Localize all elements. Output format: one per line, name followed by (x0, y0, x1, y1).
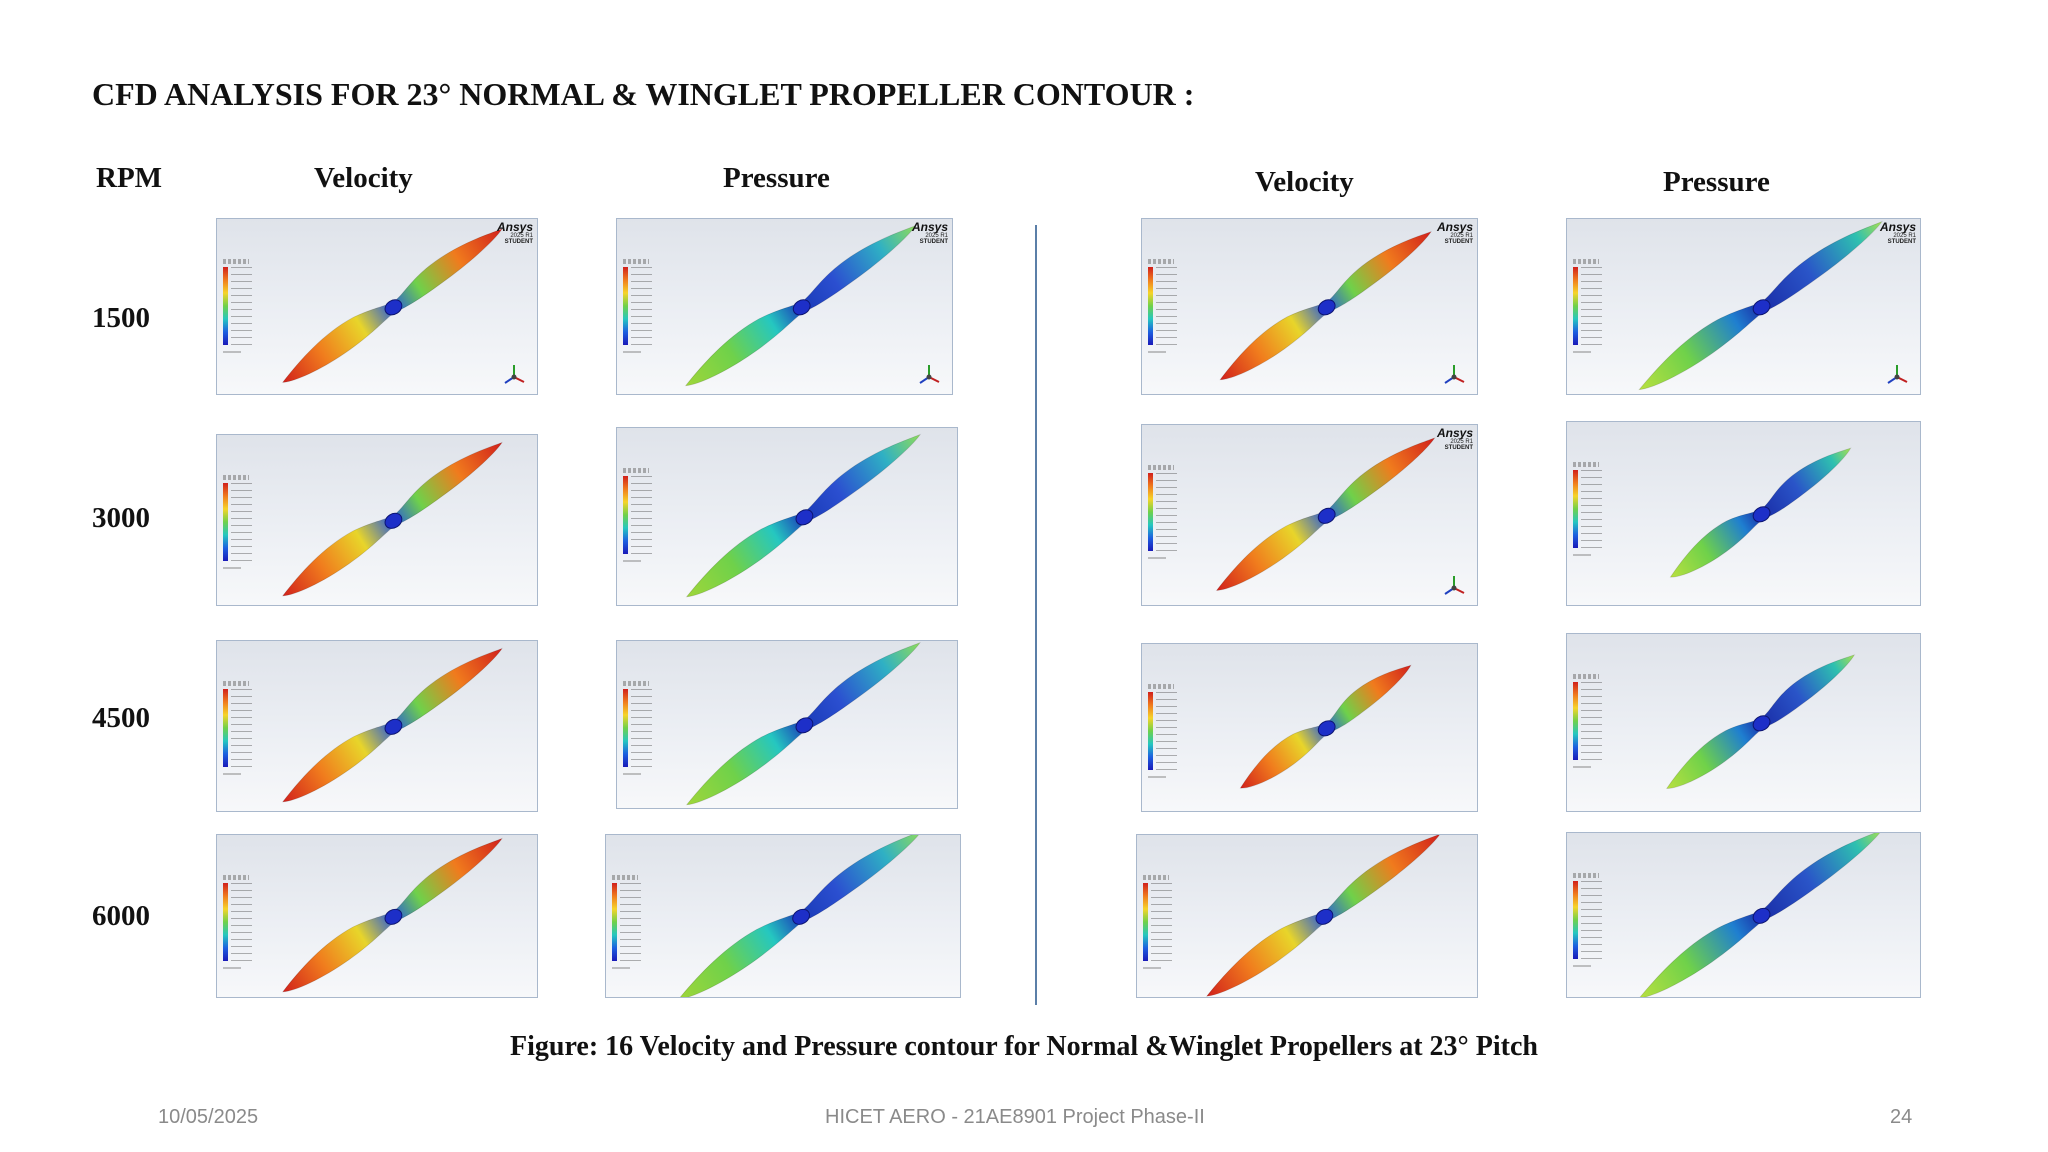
footer-page-number: 24 (1890, 1106, 1913, 1128)
ansys-edition: STUDENT (504, 239, 533, 245)
axis-triad-icon (1441, 362, 1467, 388)
propeller-blade-contour (281, 837, 504, 993)
axis-triad-icon (1441, 573, 1467, 599)
ansys-version: 2025 R1 (925, 233, 948, 239)
color-legend (223, 875, 267, 975)
footer-title: HICET AERO - 21AE8901 Project Phase-II (825, 1106, 1205, 1128)
footer-date: 10/05/2025 (158, 1106, 259, 1128)
ansys-logo: Ansys (1436, 426, 1473, 440)
normal-velocity-contour-4500 (216, 640, 538, 812)
normal-pressure-contour-6000 (605, 834, 961, 998)
ansys-badge: Ansys 2025 R1 STUDENT (497, 221, 533, 245)
ansys-version: 2025 R1 (510, 233, 533, 239)
ansys-edition: STUDENT (1887, 239, 1916, 245)
column-divider (1035, 225, 1037, 1005)
color-legend (223, 475, 267, 575)
ansys-badge: Ansys 2025 R1 STUDENT (912, 221, 948, 245)
color-legend (1148, 465, 1192, 565)
ansys-badge: Ansys 2025 R1 STUDENT (1437, 427, 1473, 451)
normal-pressure-contour-1500: Ansys 2025 R1 STUDENT (616, 218, 953, 395)
propeller-blade-contour (1669, 447, 1852, 578)
color-legend (1143, 875, 1187, 975)
propeller-blade-contour (1239, 664, 1412, 789)
rpm-label-6000: 6000 (92, 900, 150, 932)
ansys-version: 2025 R1 (1450, 233, 1473, 239)
color-legend (1573, 873, 1617, 973)
ansys-version: 2025 R1 (1893, 233, 1916, 239)
ansys-logo: Ansys (1436, 220, 1473, 234)
propeller-blade-contour (1215, 436, 1436, 591)
propeller-blade-contour (685, 433, 922, 598)
normal-pressure-contour-3000 (616, 427, 958, 606)
axis-triad-icon (916, 362, 942, 388)
color-legend (1573, 462, 1617, 562)
color-legend (612, 875, 656, 975)
normal-velocity-contour-6000 (216, 834, 538, 998)
color-legend (1573, 674, 1617, 774)
ansys-logo: Ansys (911, 220, 948, 234)
normal-velocity-contour-1500: Ansys 2025 R1 STUDENT (216, 218, 538, 395)
propeller-blade-contour (281, 441, 504, 597)
ansys-edition: STUDENT (1444, 445, 1473, 451)
color-legend (623, 259, 667, 359)
propeller-blade-contour (1638, 220, 1884, 391)
color-legend (623, 468, 667, 568)
winglet-pressure-contour-4500 (1566, 633, 1921, 812)
propeller-blade-contour (677, 835, 923, 997)
ansys-logo: Ansys (496, 220, 533, 234)
propeller-blade-contour (1205, 835, 1442, 997)
axis-triad-icon (1884, 362, 1910, 388)
color-legend (623, 681, 667, 781)
color-legend (223, 681, 267, 781)
ansys-badge: Ansys 2025 R1 STUDENT (1437, 221, 1473, 245)
normal-velocity-contour-3000 (216, 434, 538, 606)
axis-triad-icon (501, 362, 527, 388)
winglet-pressure-contour-1500: Ansys 2025 R1 STUDENT (1566, 218, 1921, 395)
color-legend (1148, 684, 1192, 784)
color-legend (1573, 259, 1617, 359)
propeller-blade-contour (684, 224, 917, 387)
winglet-velocity-contour-1500: Ansys 2025 R1 STUDENT (1141, 218, 1478, 395)
color-legend (1148, 259, 1192, 359)
ansys-version: 2025 R1 (1450, 439, 1473, 445)
propeller-blade-contour (1665, 654, 1856, 789)
propeller-blade-contour (281, 647, 504, 803)
slide-title: CFD ANALYSIS FOR 23° NORMAL & WINGLET PR… (92, 76, 1195, 112)
ansys-edition: STUDENT (1444, 239, 1473, 245)
rpm-label-1500: 1500 (92, 302, 150, 334)
winglet-pressure-contour-3000 (1566, 421, 1921, 606)
propeller-blade-contour (281, 228, 504, 383)
rpm-column-header: RPM (96, 162, 163, 194)
figure-caption: Figure: 16 Velocity and Pressure contour… (510, 1031, 1538, 1062)
normal-velocity-header: Velocity (314, 162, 413, 194)
normal-pressure-header: Pressure (723, 162, 830, 194)
ansys-edition: STUDENT (919, 239, 948, 245)
propeller-blade-contour (1638, 833, 1883, 997)
winglet-velocity-contour-4500 (1141, 643, 1478, 812)
winglet-velocity-header: Velocity (1255, 166, 1354, 198)
rpm-label-4500: 4500 (92, 702, 150, 734)
propeller-blade-contour (685, 641, 922, 806)
ansys-badge: Ansys 2025 R1 STUDENT (1880, 221, 1916, 245)
winglet-velocity-contour-6000 (1136, 834, 1478, 998)
normal-pressure-contour-4500 (616, 640, 958, 809)
color-legend (223, 259, 267, 359)
ansys-logo: Ansys (1879, 220, 1916, 234)
winglet-pressure-header: Pressure (1663, 166, 1770, 198)
winglet-velocity-contour-3000: Ansys 2025 R1 STUDENT (1141, 424, 1478, 606)
propeller-blade-contour (1219, 230, 1433, 381)
winglet-pressure-contour-6000 (1566, 832, 1921, 998)
rpm-label-3000: 3000 (92, 502, 150, 534)
